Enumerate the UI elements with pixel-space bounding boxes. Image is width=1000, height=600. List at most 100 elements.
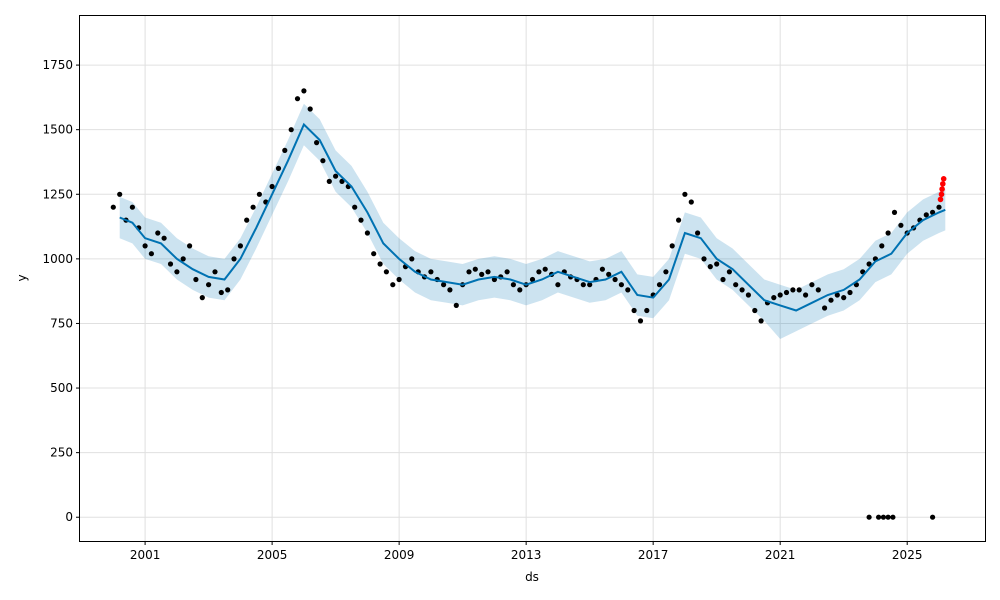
y-axis: 0 250 500 750 1000 1250 1500 1750 — [42, 58, 80, 524]
y-tick-label: 1500 — [42, 123, 73, 137]
observed-point — [815, 287, 821, 293]
observed-point — [930, 209, 936, 215]
observed-point — [529, 276, 536, 283]
observed-point — [625, 287, 631, 293]
observed-point — [726, 269, 733, 275]
observed-point — [618, 282, 625, 288]
observed-point — [339, 178, 345, 184]
observed-point — [714, 261, 720, 267]
observed-point — [879, 243, 885, 249]
observed-point — [155, 230, 161, 236]
uncertainty-band — [119, 103, 946, 339]
observed-point — [504, 269, 510, 275]
highlight-point — [938, 191, 945, 198]
observed-point — [161, 235, 167, 241]
observed-point — [733, 282, 739, 288]
x-tick-label: 2005 — [257, 548, 288, 562]
observed-point — [876, 514, 882, 520]
observed-point — [517, 287, 523, 293]
observed-point — [676, 217, 682, 223]
observed-point — [936, 204, 942, 210]
observed-point — [637, 318, 644, 324]
observed-point — [758, 318, 764, 324]
observed-point — [193, 276, 199, 283]
observed-point — [599, 266, 606, 272]
observed-point — [206, 282, 212, 288]
observed-point — [510, 282, 516, 288]
observed-point — [771, 295, 777, 301]
y-tick-label: 1250 — [42, 187, 73, 201]
observed-point — [606, 271, 612, 277]
observed-point — [377, 261, 383, 267]
observed-point — [199, 295, 205, 301]
observed-point — [485, 269, 491, 275]
highlight-point — [940, 176, 947, 182]
observed-point — [790, 287, 796, 293]
observed-point — [371, 251, 377, 257]
observed-point — [783, 289, 790, 296]
observed-point — [631, 307, 637, 314]
observed-point — [739, 287, 745, 293]
observed-point — [923, 212, 929, 218]
observed-point — [803, 292, 809, 298]
observed-point — [580, 282, 586, 288]
x-tick-label: 2017 — [638, 548, 669, 562]
observed-point — [244, 217, 250, 223]
observed-point — [301, 88, 307, 94]
observed-point — [695, 230, 701, 236]
observed-point — [688, 199, 694, 205]
observed-point — [612, 276, 618, 283]
observed-point — [542, 266, 548, 272]
observed-point — [428, 269, 434, 275]
observed-point — [294, 96, 301, 102]
x-tick-label: 2009 — [384, 548, 415, 562]
observed-point — [701, 256, 707, 262]
observed-point — [656, 282, 663, 288]
observed-point — [148, 251, 154, 257]
observed-point — [752, 307, 758, 314]
observed-point — [885, 514, 891, 520]
observed-point — [314, 140, 320, 146]
highlight-points — [937, 176, 947, 203]
x-tick-label: 2013 — [511, 548, 542, 562]
observed-point — [891, 209, 898, 215]
observed-point — [587, 282, 593, 288]
observed-point — [269, 183, 275, 190]
uncertainty-area — [119, 103, 946, 339]
observed-point — [275, 165, 282, 171]
y-tick-label: 500 — [50, 381, 73, 395]
observed-point — [898, 222, 904, 228]
observed-point — [174, 269, 180, 275]
observed-point — [396, 276, 402, 283]
observed-point — [669, 243, 675, 249]
observed-point — [282, 147, 288, 153]
observed-point — [707, 264, 713, 270]
observed-point — [866, 261, 872, 267]
observed-point — [777, 292, 783, 298]
highlight-point — [937, 196, 944, 203]
y-tick-label: 0 — [65, 510, 73, 524]
x-axis: 2001 2005 2009 2013 2017 2021 2025 — [130, 541, 923, 562]
observed-point — [333, 173, 339, 179]
observed-point — [352, 204, 358, 210]
x-tick-label: 2021 — [765, 548, 796, 562]
observed-point — [320, 158, 326, 164]
highlight-point — [940, 181, 946, 187]
observed-point — [441, 282, 447, 288]
y-tick-label: 1000 — [42, 252, 73, 266]
observed-point — [720, 276, 726, 283]
observed-point — [663, 269, 669, 275]
observed-point — [822, 305, 828, 311]
observed-point — [453, 302, 459, 308]
observed-point — [682, 191, 688, 197]
forecast-path — [119, 122, 946, 312]
x-tick-label: 2025 — [892, 548, 923, 562]
observed-point — [256, 191, 262, 197]
grid-lines — [80, 16, 985, 541]
observed-point — [250, 204, 256, 210]
y-tick-label: 250 — [50, 446, 73, 460]
observed-point — [930, 514, 936, 520]
observed-point — [390, 282, 396, 288]
forecast-line — [119, 122, 946, 312]
observed-point — [218, 289, 224, 296]
